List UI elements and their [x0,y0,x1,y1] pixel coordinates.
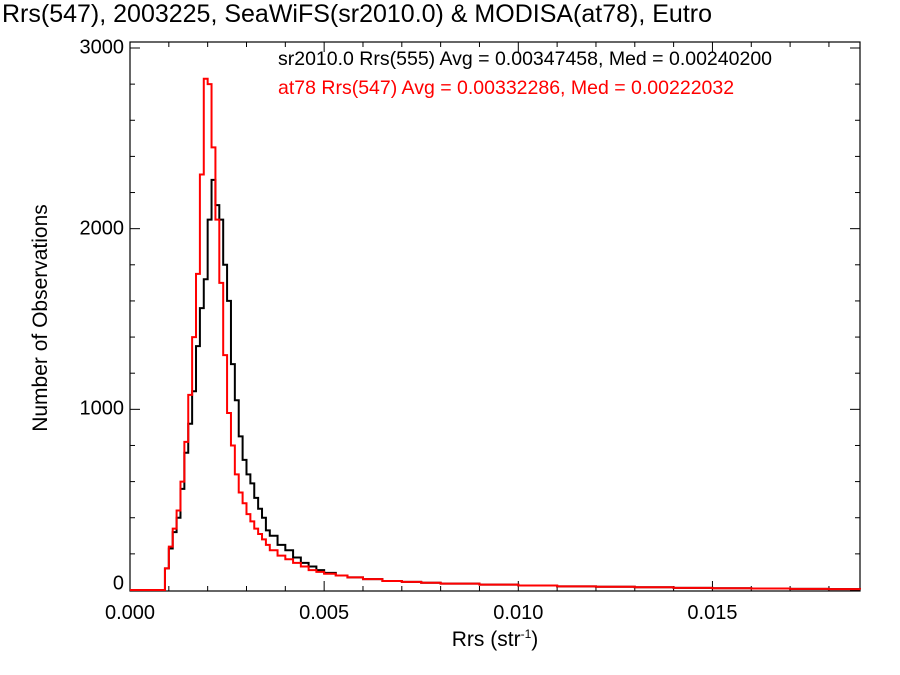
x-tick-label: 0.010 [493,602,544,624]
x-tick-label: 0.015 [687,602,738,624]
series-line-sr2010 [130,178,861,591]
annotation-sr2010: sr2010.0 Rrs(555) Avg = 0.00347458, Med … [278,48,773,70]
x-axis-label-exponent: -1 [520,627,532,641]
y-tick-label: 3000 [79,36,125,59]
chart-title: Rrs(547), 2003225, SeaWiFS(sr2010.0) & M… [2,0,713,28]
plot-frame [129,41,861,592]
y-tick-label: 0 [112,572,124,595]
x-axis-label-text: Rrs (str [451,628,521,651]
series-line-at78 [130,77,861,591]
x-axis-label-close: ) [531,628,539,651]
x-tick-label: 0.005 [299,602,350,624]
y-tick-label: 2000 [79,217,125,240]
x-tick-label: 0.000 [104,602,156,624]
annotation-at78: at78 Rrs(547) Avg = 0.00332286, Med = 0.… [278,77,735,99]
x-axis-label: Rrs (str-1) [452,627,539,652]
y-tick-label: 1000 [79,397,125,420]
y-axis-label: Number of Observations [29,204,52,432]
